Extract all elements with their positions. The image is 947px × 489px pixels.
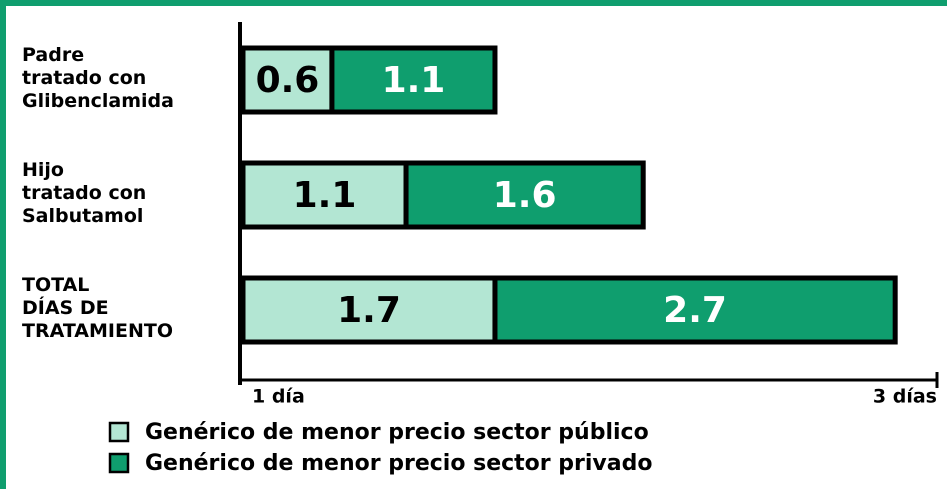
value-label: 1.1 <box>382 60 446 101</box>
bar-segment <box>240 275 498 345</box>
legend-swatch <box>108 452 130 474</box>
category-label: Hijo tratado con Salbutamol <box>22 159 147 227</box>
bar-segment <box>329 45 498 115</box>
value-label: 0.6 <box>256 60 320 101</box>
legend-label: Genérico de menor precio sector privado <box>145 451 652 476</box>
value-label: 1.1 <box>293 175 357 216</box>
axis-end-label: 3 días <box>873 386 937 408</box>
bar-segment <box>492 275 898 345</box>
legend-label: Genérico de menor precio sector público <box>145 420 649 445</box>
bar-segment <box>240 45 335 115</box>
category-label: TOTAL DÍAS DE TRATAMIENTO <box>22 274 173 342</box>
value-label: 2.7 <box>663 290 727 331</box>
value-label: 1.7 <box>337 290 401 331</box>
bar-segment <box>403 160 646 230</box>
category-label: Padre tratado con Glibenclamida <box>22 44 174 112</box>
value-label: 1.6 <box>493 175 557 216</box>
legend-swatch <box>108 421 130 443</box>
axis-start-label: 1 día <box>252 386 305 408</box>
